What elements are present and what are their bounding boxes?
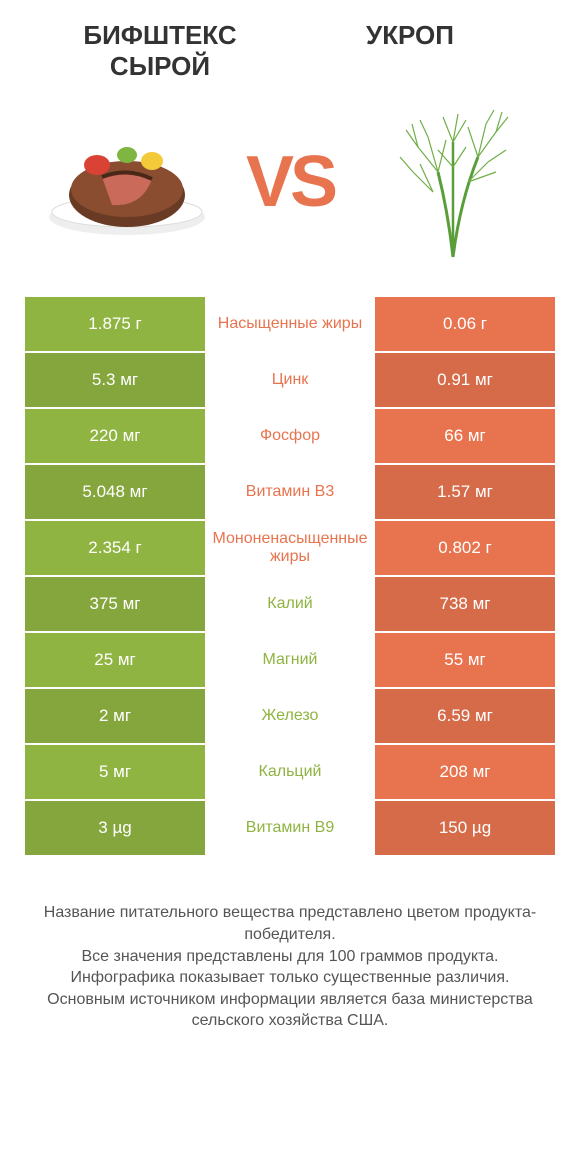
right-value: 0.802 г — [375, 521, 555, 575]
table-row: 3 µgВитамин B9150 µg — [25, 801, 555, 857]
left-value: 2.354 г — [25, 521, 205, 575]
nutrient-label: Насыщенные жиры — [205, 297, 375, 351]
left-value: 5.048 мг — [25, 465, 205, 519]
right-value: 6.59 мг — [375, 689, 555, 743]
left-value: 1.875 г — [25, 297, 205, 351]
table-row: 5.3 мгЦинк0.91 мг — [25, 353, 555, 409]
nutrient-label: Калий — [205, 577, 375, 631]
right-value: 55 мг — [375, 633, 555, 687]
table-row: 2.354 гМононенасыщенные жиры0.802 г — [25, 521, 555, 577]
table-row: 2 мгЖелезо6.59 мг — [25, 689, 555, 745]
nutrient-label: Железо — [205, 689, 375, 743]
header: БИФШТЕКС СЫРОЙ УКРОП — [25, 20, 555, 82]
right-value: 66 мг — [375, 409, 555, 463]
nutrient-label: Мононенасыщенные жиры — [205, 521, 375, 575]
dill-image — [368, 117, 538, 247]
right-value: 0.91 мг — [375, 353, 555, 407]
left-value: 220 мг — [25, 409, 205, 463]
nutrient-label: Кальций — [205, 745, 375, 799]
table-row: 25 мгМагний55 мг — [25, 633, 555, 689]
nutrient-label: Цинк — [205, 353, 375, 407]
steak-image — [42, 117, 212, 247]
right-value: 0.06 г — [375, 297, 555, 351]
left-value: 3 µg — [25, 801, 205, 855]
table-row: 5 мгКальций208 мг — [25, 745, 555, 801]
right-title: УКРОП — [285, 20, 555, 51]
left-value: 375 мг — [25, 577, 205, 631]
table-row: 220 мгФосфор66 мг — [25, 409, 555, 465]
nutrient-label: Фосфор — [205, 409, 375, 463]
right-value: 208 мг — [375, 745, 555, 799]
table-row: 375 мгКалий738 мг — [25, 577, 555, 633]
left-value: 5 мг — [25, 745, 205, 799]
footer-text: Название питательного вещества представл… — [25, 902, 555, 1032]
nutrient-label: Магний — [205, 633, 375, 687]
vs-label: VS — [246, 141, 334, 223]
nutrient-label: Витамин B3 — [205, 465, 375, 519]
right-value: 1.57 мг — [375, 465, 555, 519]
nutrient-label: Витамин B9 — [205, 801, 375, 855]
table-row: 1.875 гНасыщенные жиры0.06 г — [25, 297, 555, 353]
images-row: VS — [25, 97, 555, 267]
left-value: 25 мг — [25, 633, 205, 687]
left-value: 5.3 мг — [25, 353, 205, 407]
right-value: 738 мг — [375, 577, 555, 631]
left-title: БИФШТЕКС СЫРОЙ — [25, 20, 285, 82]
comparison-table: 1.875 гНасыщенные жиры0.06 г5.3 мгЦинк0.… — [25, 297, 555, 857]
left-value: 2 мг — [25, 689, 205, 743]
table-row: 5.048 мгВитамин B31.57 мг — [25, 465, 555, 521]
right-value: 150 µg — [375, 801, 555, 855]
